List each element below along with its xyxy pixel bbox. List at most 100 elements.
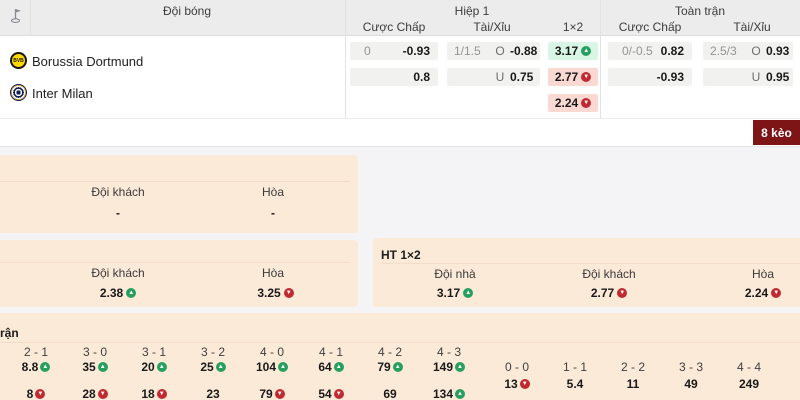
trend-up-icon: ▲ bbox=[126, 287, 137, 298]
h1-1x2-draw-cell[interactable]: 2.24 ▼ bbox=[548, 94, 598, 112]
odds-value: 23 bbox=[206, 386, 220, 400]
panel-1x2-suspended: Đội khách Hòa - - bbox=[0, 155, 358, 233]
trend-down-icon: ▼ bbox=[519, 379, 530, 389]
odds-value: 20 bbox=[141, 359, 155, 374]
ft-over-cell[interactable]: 2.5/3 O 0.93 bbox=[703, 42, 793, 60]
odds-value: 3.17 bbox=[554, 44, 579, 58]
odds-value: 28 bbox=[82, 386, 96, 400]
trend-down-icon: ▼ bbox=[333, 388, 344, 399]
draw-score-odds-cell[interactable]: 249 bbox=[724, 374, 774, 394]
team-name-home: Borussia Dortmund bbox=[32, 54, 144, 69]
odds-value: 3.25 bbox=[257, 285, 281, 300]
odds-value: 79 bbox=[259, 386, 273, 400]
ft-under-cell[interactable]: U 0.95 bbox=[703, 68, 793, 86]
h1-1x2-away-cell[interactable]: 2.77 ▼ bbox=[548, 68, 598, 86]
score-header: 4 - 4 bbox=[736, 360, 762, 374]
draw-score-odds-cell[interactable]: 49 bbox=[666, 374, 716, 394]
score-odds-cell[interactable]: 18 ▼ bbox=[128, 384, 180, 400]
odds-value: -0.93 bbox=[402, 44, 430, 58]
col-header-h1-over-under: Tài/Xỉu bbox=[473, 20, 511, 34]
column-header-home: Đội nhà bbox=[434, 267, 476, 281]
score-odds-cell[interactable]: 20 ▲ bbox=[128, 357, 180, 376]
draw-score-odds-cell[interactable]: 13 ▼ bbox=[492, 374, 542, 394]
trend-down-icon: ▼ bbox=[771, 287, 782, 298]
score-odds-cell[interactable]: 134 ▲ bbox=[423, 384, 475, 400]
odds-value: -0.93 bbox=[656, 70, 684, 84]
away-odds-cell[interactable]: 2.38 ▲ bbox=[43, 283, 193, 302]
score-odds-cell[interactable]: 25 ▲ bbox=[187, 357, 239, 376]
odds-cell-partial[interactable] bbox=[0, 203, 36, 222]
odds-value: 11 bbox=[626, 377, 640, 391]
h1-under-cell[interactable]: U 0.75 bbox=[447, 68, 540, 86]
score-header: 0 - 0 bbox=[504, 360, 530, 374]
divider bbox=[0, 181, 350, 182]
odds-value: 35 bbox=[82, 359, 96, 374]
away-odds-cell[interactable]: - bbox=[43, 203, 193, 222]
odds-cell-partial[interactable] bbox=[0, 283, 36, 302]
score-header: 4 - 0 bbox=[259, 345, 285, 359]
score-header: 2 - 2 bbox=[620, 360, 646, 374]
odds-count-badge[interactable]: 8 kèo bbox=[753, 120, 800, 145]
draw-score-odds-cell[interactable]: 5.4 bbox=[550, 374, 600, 394]
odds-table-header bbox=[0, 0, 800, 36]
score-odds-cell[interactable]: 54 ▼ bbox=[305, 384, 357, 400]
odds-value: 64 bbox=[318, 359, 332, 374]
trend-up-icon: ▲ bbox=[455, 361, 466, 372]
divider bbox=[0, 342, 800, 343]
divider bbox=[345, 0, 346, 118]
total-line: 1/1.5 bbox=[454, 44, 481, 58]
trend-down-icon: ▼ bbox=[35, 388, 46, 399]
score-odds-cell[interactable]: 35 ▲ bbox=[69, 357, 121, 376]
draw-odds-cell[interactable]: 3.25 ▼ bbox=[198, 283, 353, 302]
score-odds-cell[interactable]: 8.8 ▲ bbox=[10, 357, 62, 376]
draw-score-odds-cell-partial[interactable] bbox=[782, 374, 800, 394]
ft-handicap-away-cell[interactable]: -0.93 bbox=[608, 68, 692, 86]
odds-value: 0.75 bbox=[510, 70, 534, 84]
home-odds-cell[interactable]: 3.17 ▲ bbox=[381, 283, 529, 302]
divider bbox=[30, 0, 31, 36]
score-odds-cell[interactable]: 28 ▼ bbox=[69, 384, 121, 400]
score-odds-cell[interactable]: 64 ▲ bbox=[305, 357, 357, 376]
odds-value: 149 bbox=[432, 359, 454, 374]
col-header-1x2: 1×2 bbox=[562, 20, 584, 34]
score-header: 4 - 2 bbox=[377, 345, 403, 359]
score-odds-cell[interactable]: 149 ▲ bbox=[423, 357, 475, 376]
under-label: U bbox=[751, 70, 761, 84]
divider bbox=[0, 118, 800, 119]
trend-up-icon: ▲ bbox=[392, 361, 403, 372]
col-header-first-half: Hiệp 1 bbox=[454, 4, 490, 18]
draw-odds-cell[interactable]: 2.24 ▼ bbox=[689, 283, 800, 302]
score-odds-cell[interactable]: 104 ▲ bbox=[246, 357, 298, 376]
draw-score-odds-cell[interactable]: 11 bbox=[608, 374, 658, 394]
score-odds-cell[interactable]: 23 bbox=[187, 384, 239, 400]
odds-value: 13 bbox=[504, 377, 518, 391]
score-header: 4 - 1 bbox=[318, 345, 344, 359]
score-header: 3 - 2 bbox=[200, 345, 226, 359]
panel-correct-score bbox=[0, 313, 800, 400]
score-odds-cell[interactable]: 69 bbox=[364, 384, 416, 400]
away-odds-cell[interactable]: 2.77 ▼ bbox=[535, 283, 683, 302]
odds-value: 0.8 bbox=[413, 70, 430, 84]
col-header-team: Đội bóng bbox=[162, 4, 212, 18]
score-header: 4 - 3 bbox=[436, 345, 462, 359]
over-label: O bbox=[495, 44, 505, 58]
h1-handicap-home-cell[interactable]: 0 -0.93 bbox=[350, 42, 438, 60]
trend-down-icon: ▼ bbox=[617, 287, 628, 298]
odds-value: 2.24 bbox=[744, 285, 769, 300]
odds-value: 2.77 bbox=[554, 70, 579, 84]
score-odds-cell[interactable]: 79 ▼ bbox=[246, 384, 298, 400]
ft-handicap-home-cell[interactable]: 0/-0.5 0.82 bbox=[608, 42, 692, 60]
trend-down-icon: ▼ bbox=[581, 98, 592, 108]
corner-flag-icon bbox=[10, 9, 21, 23]
draw-odds-cell[interactable]: - bbox=[198, 203, 348, 222]
score-odds-cell[interactable]: 8 ▼ bbox=[10, 384, 62, 400]
h1-handicap-away-cell[interactable]: 0.8 bbox=[350, 68, 438, 86]
column-header-draw: Hòa bbox=[751, 267, 775, 281]
col-header-ft-over-under: Tài/Xỉu bbox=[733, 20, 771, 34]
score-odds-cell[interactable]: 79 ▲ bbox=[364, 357, 416, 376]
trend-up-icon: ▲ bbox=[97, 361, 108, 372]
panel-ft-1x2: Đội khách Hòa 2.38 ▲ 3.25 ▼ bbox=[0, 240, 358, 307]
h1-1x2-home-cell[interactable]: 3.17 ▲ bbox=[548, 42, 598, 60]
h1-over-cell[interactable]: 1/1.5 O -0.88 bbox=[447, 42, 540, 60]
trend-up-icon: ▲ bbox=[581, 46, 592, 56]
